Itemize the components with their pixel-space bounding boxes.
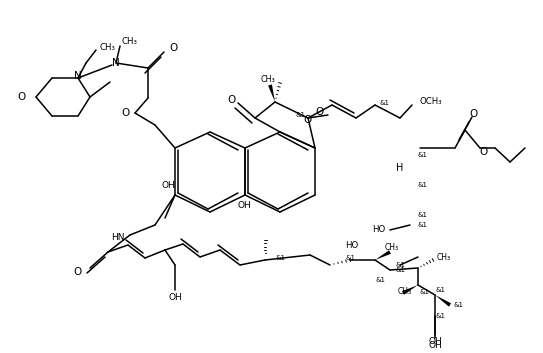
Polygon shape (435, 295, 451, 307)
Text: OH: OH (428, 337, 442, 347)
Text: HO: HO (345, 240, 358, 250)
Polygon shape (268, 84, 275, 102)
Text: CH₃: CH₃ (122, 37, 138, 47)
Text: &1: &1 (345, 255, 355, 261)
Polygon shape (402, 285, 418, 295)
Text: OH: OH (161, 180, 175, 190)
Text: &1: &1 (418, 222, 428, 228)
Text: O: O (74, 267, 82, 277)
Text: &1: &1 (395, 267, 405, 273)
Text: O: O (315, 107, 323, 117)
Text: CH₃: CH₃ (398, 287, 412, 297)
Text: OH: OH (238, 201, 252, 209)
Text: &1: &1 (275, 255, 285, 261)
Text: &1: &1 (418, 182, 428, 188)
Text: &1: &1 (453, 302, 463, 308)
Text: &1: &1 (375, 277, 385, 283)
Text: &1: &1 (380, 100, 390, 106)
Polygon shape (375, 250, 391, 260)
Text: CH₃: CH₃ (437, 253, 451, 263)
Text: OH: OH (428, 341, 442, 349)
Text: HO: HO (372, 226, 385, 234)
Text: O: O (304, 115, 312, 125)
Text: CH₃: CH₃ (261, 76, 275, 84)
Text: CH₃: CH₃ (385, 244, 399, 252)
Text: CH₃: CH₃ (100, 42, 116, 52)
Text: N: N (74, 71, 82, 81)
Text: O: O (228, 95, 236, 105)
Text: &1: &1 (418, 152, 428, 158)
Text: &1: &1 (435, 313, 445, 319)
Text: O: O (169, 43, 177, 53)
Text: N: N (112, 58, 120, 68)
Text: H: H (396, 163, 403, 173)
Text: &1: &1 (435, 287, 445, 293)
Text: O: O (470, 109, 478, 119)
Text: O: O (18, 92, 26, 102)
Text: &1: &1 (296, 112, 306, 118)
Text: &1: &1 (396, 262, 406, 268)
Text: &1: &1 (418, 212, 428, 218)
Text: OCH₃: OCH₃ (420, 97, 443, 107)
Text: O: O (122, 108, 130, 118)
Text: OH: OH (168, 293, 182, 303)
Text: HN: HN (111, 233, 125, 241)
Text: &1: &1 (420, 289, 430, 295)
Text: O: O (480, 147, 488, 157)
